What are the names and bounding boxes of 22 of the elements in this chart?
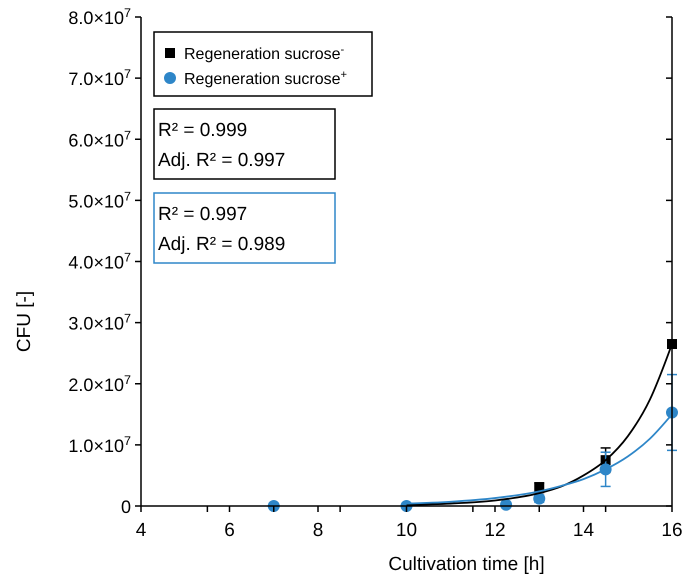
y-tick-label: 6.0×10$^{7}$ (68, 128, 131, 150)
x-tick-label: 14 (572, 520, 594, 541)
y-tick-label: 5.0×10$^{7}$ (68, 189, 131, 212)
y-axis-title: CFU [-] (14, 290, 35, 352)
x-tick-label: 6 (224, 520, 235, 541)
x-tick-label: 16 (661, 520, 683, 541)
legend-label: Regeneration sucrose$^{-}$ (184, 44, 345, 63)
y-tick-label: 4.0×10$^{7}$ (68, 250, 131, 272)
x-tick-label: 12 (484, 520, 506, 541)
y-tick-label: 8.0×10$^{7}$ (68, 6, 131, 28)
annotation: R² = 0.997 Adj. R² = 0.989 (158, 204, 286, 255)
x-tick-label: 10 (396, 520, 418, 541)
annotation: R² = 0.999 Adj. R² = 0.997 (158, 120, 286, 171)
y-tick-label: 1.0×10$^{7}$ (68, 434, 131, 456)
y-tick-label: 2.0×10$^{7}$ (68, 372, 131, 395)
y-tick-label: 3.0×10$^{7}$ (68, 312, 131, 334)
y-tick-label: 0 (120, 497, 131, 517)
x-tick-label: 8 (312, 520, 324, 541)
y-tick-label: 7.0×10$^{7}$ (68, 67, 131, 90)
x-tick-label: 4 (136, 520, 147, 541)
x-axis-title: Cultivation time [h] (388, 554, 545, 575)
legend-label: Regeneration sucrose$^{+}$ (184, 69, 348, 88)
